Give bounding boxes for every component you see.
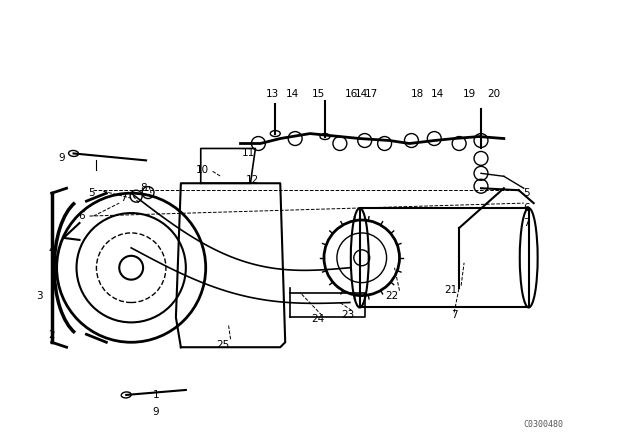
Text: 24: 24 <box>312 314 324 324</box>
Text: 14: 14 <box>355 89 369 99</box>
Text: 20: 20 <box>487 89 500 99</box>
Text: 22: 22 <box>385 291 398 301</box>
Text: 1: 1 <box>153 390 159 400</box>
Text: 5: 5 <box>524 188 530 198</box>
Text: 16: 16 <box>345 89 358 99</box>
Text: 2: 2 <box>49 330 55 340</box>
Text: 12: 12 <box>246 175 259 185</box>
Text: 17: 17 <box>365 89 378 99</box>
Text: 14: 14 <box>431 89 444 99</box>
Text: 15: 15 <box>312 89 324 99</box>
Text: 9: 9 <box>58 153 65 164</box>
Text: 7: 7 <box>120 193 127 203</box>
Text: 10: 10 <box>196 165 209 175</box>
Text: 14: 14 <box>285 89 299 99</box>
Text: 11: 11 <box>242 148 255 159</box>
Text: 25: 25 <box>216 340 229 350</box>
Text: 21: 21 <box>445 284 458 295</box>
Text: 9: 9 <box>153 407 159 417</box>
Text: 7: 7 <box>451 310 458 320</box>
Text: 6: 6 <box>78 211 85 221</box>
Text: 3: 3 <box>36 291 43 301</box>
Text: 6: 6 <box>524 203 530 213</box>
Text: C0300480: C0300480 <box>524 420 563 429</box>
Text: 23: 23 <box>341 310 355 320</box>
Text: 13: 13 <box>266 89 279 99</box>
Text: 19: 19 <box>463 89 476 99</box>
Text: 5: 5 <box>88 188 95 198</box>
Text: 18: 18 <box>411 89 424 99</box>
Text: 8: 8 <box>140 183 147 193</box>
Text: 7: 7 <box>524 218 530 228</box>
Text: 4: 4 <box>49 245 55 255</box>
